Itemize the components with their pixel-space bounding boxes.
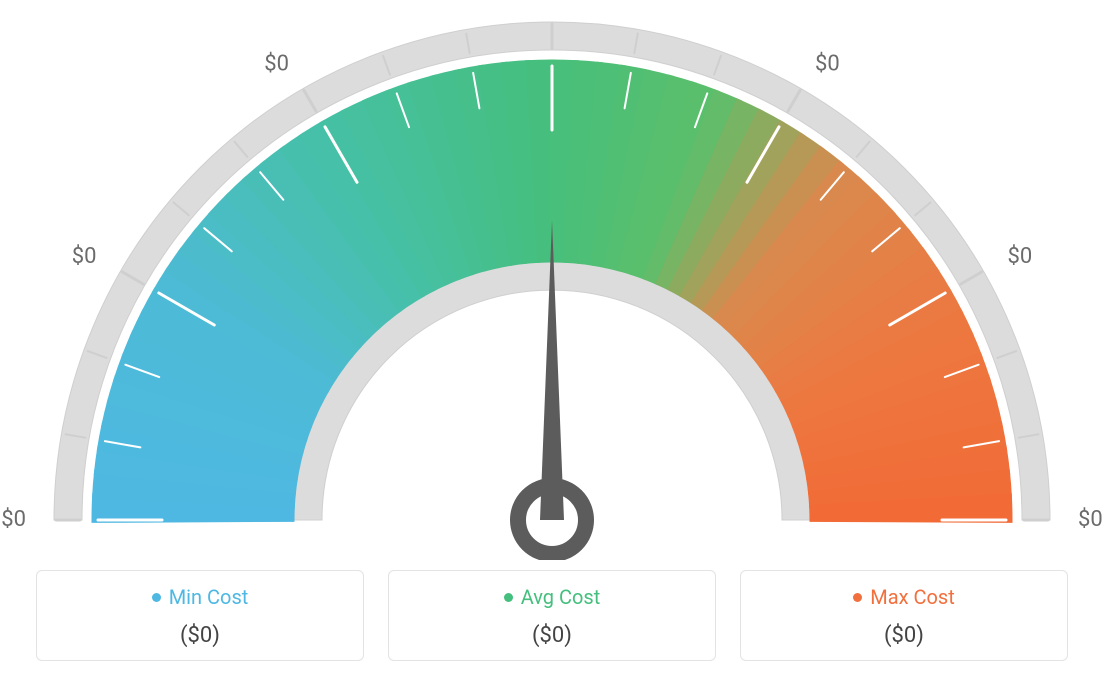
- legend-value-max: ($0): [751, 623, 1057, 648]
- legend-card-avg: Avg Cost ($0): [388, 570, 716, 661]
- gauge-tick-label: $0: [815, 51, 840, 76]
- legend-label-min: Min Cost: [169, 585, 249, 609]
- legend-value-avg: ($0): [399, 623, 705, 648]
- legend-label-max: Max Cost: [870, 585, 955, 609]
- gauge-tick-label: $0: [72, 244, 97, 269]
- gauge-svg: $0$0$0$0$0$0$0: [0, 0, 1104, 560]
- legend-dot-max: [853, 593, 862, 602]
- gauge-tick-label: $0: [1078, 507, 1103, 532]
- legend-top-min: Min Cost: [47, 585, 353, 609]
- legend-dot-avg: [504, 593, 513, 602]
- legend-card-max: Max Cost ($0): [740, 570, 1068, 661]
- gauge-tick-label: $0: [1008, 244, 1033, 269]
- legend-top-max: Max Cost: [751, 585, 1057, 609]
- legend-card-min: Min Cost ($0): [36, 570, 364, 661]
- legend-dot-min: [152, 593, 161, 602]
- legend-label-avg: Avg Cost: [521, 585, 601, 609]
- legend-value-min: ($0): [47, 623, 353, 648]
- gauge-tick-label: $0: [1, 507, 26, 532]
- gauge-chart-container: $0$0$0$0$0$0$0 Min Cost ($0) Avg Cost ($…: [0, 0, 1104, 690]
- gauge-area: $0$0$0$0$0$0$0: [0, 0, 1104, 560]
- legend-row: Min Cost ($0) Avg Cost ($0) Max Cost ($0…: [36, 570, 1068, 661]
- legend-top-avg: Avg Cost: [399, 585, 705, 609]
- gauge-tick-label: $0: [264, 51, 289, 76]
